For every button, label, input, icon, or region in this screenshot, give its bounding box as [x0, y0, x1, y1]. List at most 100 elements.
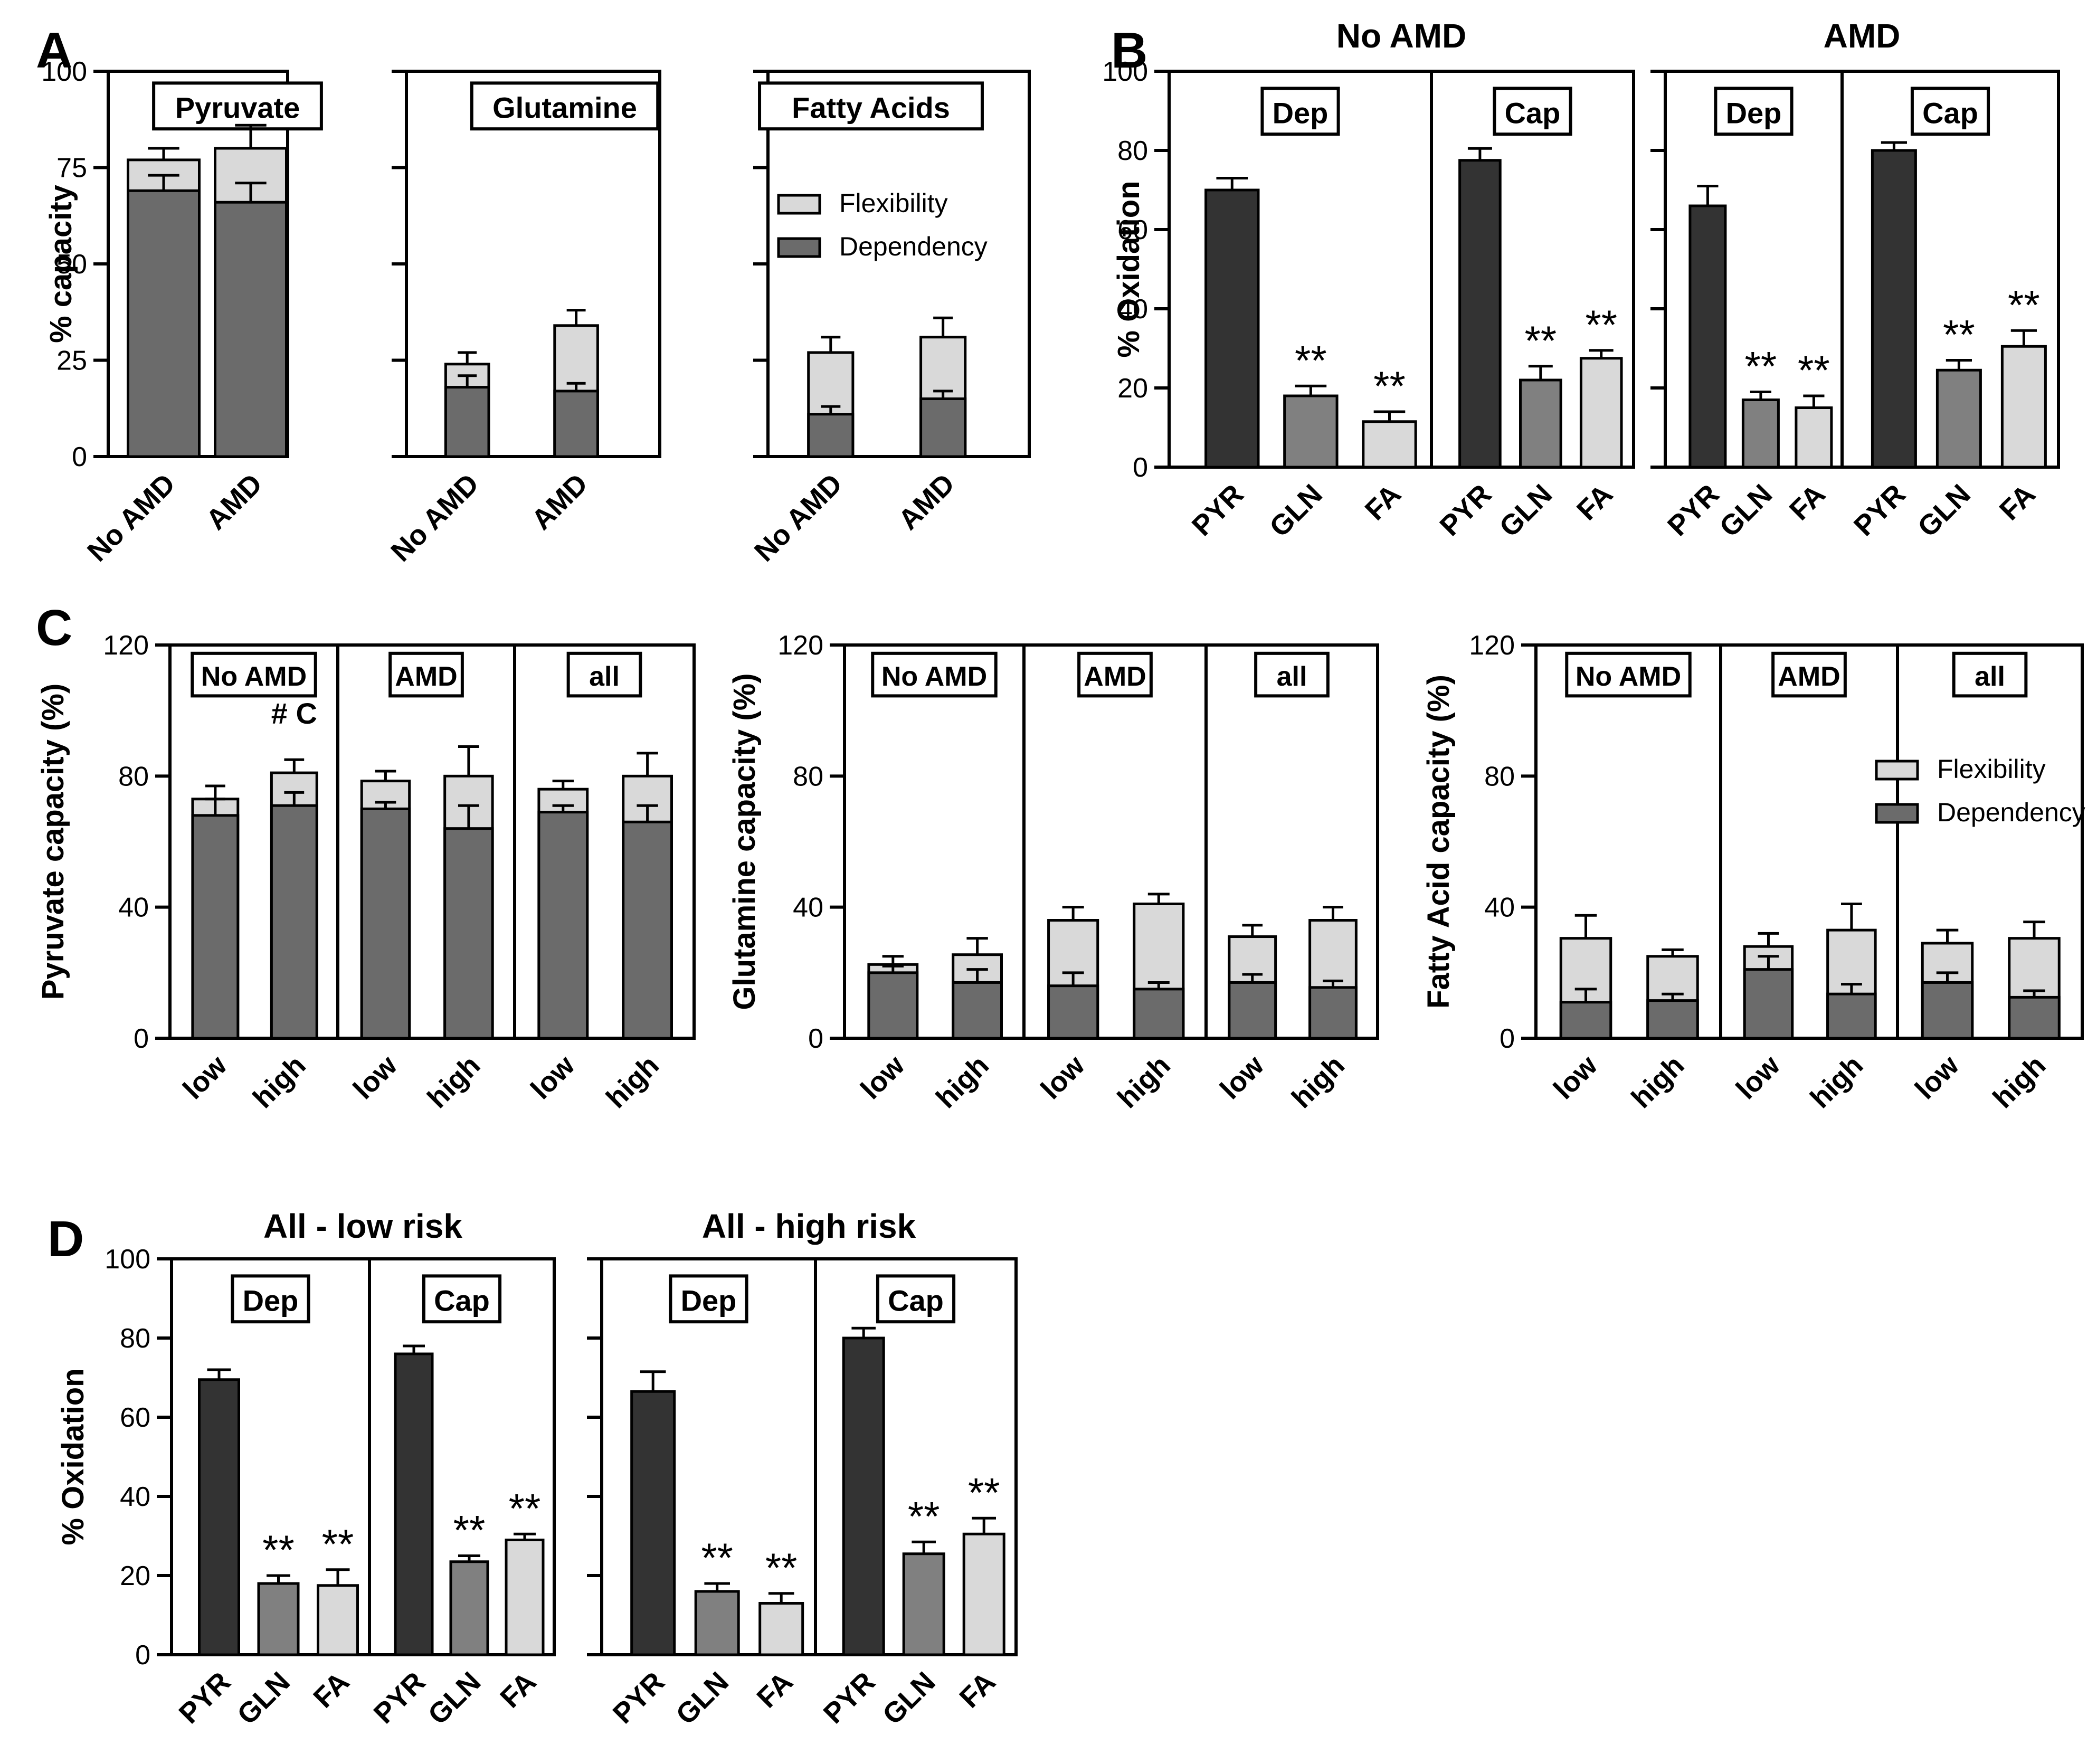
panel-b-amd-dep-label: Dep	[1726, 96, 1782, 129]
panel-c-glutamine-amd-low-dependency-bar	[1047, 984, 1099, 1040]
panel-c-fatty-y-tick-label: 0	[1500, 1023, 1515, 1054]
panel-c-glutamine-amd-label-box	[1077, 651, 1153, 698]
panel-d-all-low-risk-cap-fa-bar	[505, 1539, 545, 1656]
panel-b-no-amd-y-tick-label: 40	[1117, 294, 1148, 325]
panel-d-all-low-risk-y-tick-label: 100	[105, 1244, 150, 1275]
panel-label-c: C	[36, 600, 72, 656]
panel-a-legend-label-dependency: Dependency	[839, 232, 988, 261]
panel-b-no-amd-dep-gln-bar	[1283, 394, 1339, 469]
panel-b-no-amd-cap-gln-significance: **	[1524, 317, 1557, 364]
panel-a-pyruvate-y-tick-label: 100	[41, 56, 87, 87]
panel-c-pyruvate-amd-label-box	[388, 651, 464, 698]
panel-d-all-high-risk-dep-label: Dep	[681, 1284, 737, 1317]
panel-d-all-high-risk-dep-pyr-bar	[630, 1390, 676, 1656]
panel-b-no-amd-dep-fa-bar	[1362, 420, 1417, 469]
panel-c-glutamine-no-amd-high-dependency-bar	[952, 981, 1003, 1040]
panel-d-all-high-risk-cap-gln-bar	[902, 1552, 945, 1656]
panel-b-amd-cap-fa-bar	[2000, 345, 2047, 469]
panel-c-fatty-amd-high-dependency-bar	[1826, 992, 1877, 1040]
panel-d-all-high-risk-cap-label-box	[876, 1274, 956, 1324]
panel-c-pyruvate-y-label: Pyruvate capacity (%)	[36, 684, 70, 1000]
panel-b-amd-dep-gln-significance: **	[1745, 343, 1777, 390]
panel-c-pyruvate-amd-high-dependency-bar	[443, 827, 494, 1040]
panel-b-no-amd-dep-pyr-bar	[1204, 188, 1260, 469]
panel-b-no-amd-y-tick-label: 100	[1102, 56, 1148, 87]
panel-c-pyruvate-y-tick-label: 120	[103, 630, 149, 661]
panel-a-legend-swatch-flexibility	[777, 194, 821, 215]
panel-c-fatty-no-amd-low-dependency-bar	[1559, 1001, 1612, 1040]
panel-d-y-label: % Oxidation	[56, 1368, 90, 1545]
panel-c-legend-label-flexibility: Flexibility	[1937, 754, 2046, 784]
panel-c-fatty-y-tick-label: 80	[1484, 761, 1515, 792]
panel-a-fatty-acids-title-label: Fatty Acids	[792, 91, 950, 124]
panel-b-amd-dep-gln-bar	[1741, 399, 1780, 469]
panel-d-all-low-risk-cap-label-box	[422, 1274, 502, 1324]
panel-d-all-low-risk-y-tick-label: 40	[120, 1482, 150, 1512]
panel-d-all-high-risk-dep-gln-bar	[694, 1590, 740, 1656]
panel-c-glutamine-amd-high-dependency-bar	[1133, 988, 1185, 1040]
panel-c-glutamine-y-tick-label: 0	[808, 1023, 823, 1054]
panel-c-fatty-no-amd-label-box	[1565, 651, 1692, 698]
panel-label-b: B	[1111, 22, 1147, 79]
panel-c-glutamine-no-amd-low-dependency-bar	[867, 971, 919, 1040]
panel-b-no-amd-cap-gln-bar	[1519, 378, 1562, 469]
panel-d-all-high-risk-cap-fa-significance: **	[968, 1469, 1000, 1515]
panel-c-fatty-y-tick-label: 40	[1484, 893, 1515, 923]
panel-c-pyruvate-no-amd-high-dependency-bar	[270, 804, 318, 1040]
panel-c-legend-swatch-dependency	[1875, 803, 1919, 824]
panel-b-amd-cap-gln-significance: **	[1943, 311, 1975, 358]
panel-d-all-low-risk-y-tick-label: 0	[135, 1640, 150, 1671]
panel-d-all-low-risk-dep-pyr-bar	[198, 1378, 240, 1656]
panel-b-no-amd-dep-label: Dep	[1273, 96, 1329, 129]
panel-a-glutamine-title-label: Glutamine	[492, 91, 637, 124]
panel-c-pyruvate-amd-low-dependency-bar	[360, 807, 411, 1040]
panel-a-pyruvate-y-tick-label: 25	[56, 346, 87, 376]
panel-a-pyruvate-y-tick-label: 50	[56, 249, 87, 280]
panel-c-fatty-y-label: Fatty Acid capacity (%)	[1421, 675, 1456, 1009]
panel-d-all-low-risk-y-tick-label: 80	[120, 1323, 150, 1354]
panel-c-fatty-amd-label-box	[1771, 651, 1847, 698]
panel-c-pyruvate-all-high-dependency-bar	[622, 820, 673, 1040]
panel-d-all-low-risk-dep-fa-bar	[317, 1584, 359, 1656]
chart-root: 0 25 50 75 100 Pyruvate % capacity No AMD AMD Glu…	[36, 17, 2085, 1731]
panel-c-legend-label-dependency: Dependency	[1937, 798, 2085, 827]
panel-b-no-amd-y-tick-label: 80	[1117, 136, 1148, 166]
panel-d-all-high-risk-dep-gln-significance: **	[701, 1534, 733, 1581]
panel-d-all-high-risk-cap-gln-significance: **	[908, 1493, 940, 1539]
panel-b-amd-cap-label: Cap	[1922, 96, 1978, 129]
panel-d-all-high-risk-dep-label-box	[669, 1274, 748, 1324]
panel-c-pyruvate-all-low-dependency-bar	[537, 811, 589, 1040]
panel-b-no-amd-cap-pyr-bar	[1458, 159, 1502, 469]
panel-b-y-label: % Oxidation	[1112, 181, 1146, 357]
panel-c-glutamine-y-tick-label: 80	[793, 761, 823, 792]
panel-c-pyruvate-all-label-box	[566, 651, 642, 698]
panel-c-glutamine-all-low-dependency-bar	[1228, 981, 1277, 1040]
panel-d-all-high-risk-dep-fa-significance: **	[765, 1544, 798, 1591]
panel-a-pyruvate-y-tick-label: 0	[72, 442, 87, 472]
panel-b-no-amd-y-tick-label: 60	[1117, 215, 1148, 245]
panel-d-all-high-risk-dep-fa-bar	[758, 1602, 804, 1656]
panel-b-no-amd-cap-fa-significance: **	[1585, 301, 1617, 348]
panel-d-all-high-risk-cap-pyr-bar	[842, 1336, 885, 1656]
panel-c-pyruvate-amd-label: AMD	[395, 661, 457, 692]
panel-d-all-low-risk-y-tick-label: 20	[120, 1561, 150, 1591]
panel-c-pyruvate-all-label: all	[589, 661, 620, 692]
panel-b-no-amd-cap-label: Cap	[1505, 96, 1561, 129]
panel-c-pyruvate-y-tick-label: 0	[134, 1023, 149, 1054]
panel-b-no-amd-cap-fa-bar	[1579, 357, 1623, 469]
panel-c-pyruvate-no-amd-low-dependency-bar	[191, 814, 240, 1040]
panel-d-all-low-risk-dep-label: Dep	[243, 1284, 299, 1317]
panel-c-fatty-amd-low-dependency-bar	[1743, 968, 1794, 1040]
panel-c-fatty-no-amd-high-dependency-bar	[1646, 999, 1699, 1040]
panel-d-all-low-risk-cap-gln-bar	[449, 1560, 489, 1656]
panel-c-fatty-amd-label: AMD	[1778, 661, 1840, 692]
panel-c-glutamine-y-label: Glutamine capacity (%)	[727, 673, 762, 1010]
panel-c-pyruvate-annotation: # C	[271, 697, 317, 730]
panel-c-glutamine-no-amd-label: No AMD	[881, 661, 987, 692]
panel-a-fatty-acids-amd-dependency-bar	[919, 397, 967, 458]
panel-c-glutamine-y-tick-label: 40	[793, 893, 823, 923]
panel-a-pyruvate-title-label: Pyruvate	[175, 91, 300, 124]
panel-d-all-low-risk-cap-label: Cap	[434, 1284, 490, 1317]
panel-b-amd-cap-pyr-bar	[1871, 149, 1917, 469]
panel-d-all-high-risk-cap-fa-bar	[962, 1532, 1005, 1656]
